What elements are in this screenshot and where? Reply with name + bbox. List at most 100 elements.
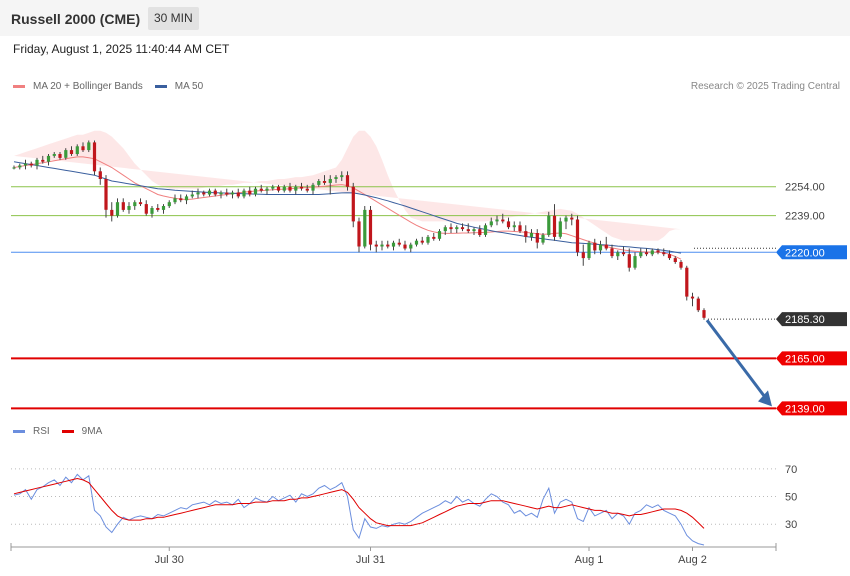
arrow-shaft xyxy=(705,319,768,400)
candle-body xyxy=(311,184,315,191)
legend-item-ma20: MA 20 + Bollinger Bands xyxy=(13,81,143,92)
candle-body xyxy=(386,244,390,247)
candle-body xyxy=(81,146,85,151)
level-label-2: 2220.00 xyxy=(785,247,825,259)
candle-body xyxy=(202,192,206,195)
candle-body xyxy=(98,171,102,179)
candle-body xyxy=(466,229,470,232)
candle-body xyxy=(150,208,154,214)
candle-body xyxy=(225,192,229,195)
candle-body xyxy=(328,179,332,183)
x-tick-label: Jul 31 xyxy=(356,554,385,566)
timeframe-button[interactable]: 30 MIN xyxy=(148,7,199,30)
candle-body xyxy=(271,186,275,189)
rsi-tick-label-1: 50 xyxy=(785,492,797,504)
candle-body xyxy=(75,146,79,154)
level-tag-3 xyxy=(776,312,847,327)
candle-body xyxy=(667,254,672,259)
candle-body xyxy=(587,242,591,259)
level-label-3: 2185.30 xyxy=(785,314,825,326)
candle-body xyxy=(52,154,56,156)
legend-swatch-ma20 xyxy=(13,85,25,88)
candle-body xyxy=(156,208,160,210)
candle-body xyxy=(380,244,384,247)
candle-body xyxy=(581,252,585,259)
candle-body xyxy=(702,310,706,318)
candle-body xyxy=(437,231,442,239)
candle-body xyxy=(294,186,298,191)
candle-body xyxy=(547,215,551,235)
legend-swatch-rsi xyxy=(13,430,25,433)
candle-body xyxy=(242,190,246,197)
x-tick-label: Aug 1 xyxy=(575,554,604,566)
chart-title: Russell 2000 (CME) xyxy=(11,11,141,27)
x-tick-label: Aug 2 xyxy=(678,554,707,566)
candle-body xyxy=(690,296,695,299)
candle-body xyxy=(673,258,677,262)
candle-body xyxy=(627,254,631,268)
candle-body xyxy=(29,163,33,166)
candle-body xyxy=(575,219,580,253)
level-label-5: 2139.00 xyxy=(785,403,825,415)
candle-body xyxy=(391,242,396,247)
candle-body xyxy=(322,181,327,183)
candle-body xyxy=(489,221,493,226)
credit-label: Research © 2025 Trading Central xyxy=(690,81,840,92)
candle-body xyxy=(87,142,91,151)
candle-body xyxy=(432,236,436,239)
candle-body xyxy=(288,186,292,191)
candle-body xyxy=(138,202,143,205)
candle-body xyxy=(144,204,148,214)
candle-body xyxy=(639,252,643,257)
candle-body xyxy=(161,206,166,210)
legend-label-9ma: 9MA xyxy=(81,426,103,437)
candle-body xyxy=(41,159,45,162)
candle-body xyxy=(259,188,263,191)
candle-body xyxy=(334,177,338,179)
datetime-label: Friday, August 1, 2025 11:40:44 AM CET xyxy=(13,42,230,56)
candle-body xyxy=(478,229,482,235)
candle-body xyxy=(397,242,401,245)
header-bar: Russell 2000 (CME) 30 MIN xyxy=(0,0,850,36)
candle-body xyxy=(190,194,194,197)
rsi-9ma-line xyxy=(13,477,705,529)
candle-body xyxy=(598,244,603,251)
level-label-4: 2165.00 xyxy=(785,353,825,365)
candle-body xyxy=(472,229,476,232)
level-lines: 2254.00 2239.00 2220.00 2185.30 2165.00 2139.… xyxy=(11,182,847,416)
level-label-0: 2254.00 xyxy=(785,182,825,194)
candle-body xyxy=(403,244,407,249)
candle-body xyxy=(460,227,465,230)
candle-body xyxy=(69,150,74,154)
rsi-tick-label-2: 30 xyxy=(785,519,797,531)
legend-item-rsi: RSI xyxy=(13,426,50,437)
candle-body xyxy=(443,227,447,232)
candle-body xyxy=(604,244,608,249)
candles xyxy=(12,140,706,320)
candle-body xyxy=(593,242,597,251)
candle-body xyxy=(656,250,660,253)
candle-body xyxy=(121,202,125,210)
candle-body xyxy=(621,252,626,255)
level-tag-4 xyxy=(776,351,847,366)
candle-body xyxy=(58,154,62,158)
rsi-tick-label-0: 70 xyxy=(785,464,797,476)
candle-body xyxy=(179,198,183,201)
legend-item-ma50: MA 50 xyxy=(154,81,203,92)
level-tag-2 xyxy=(776,245,847,260)
candle-body xyxy=(357,221,361,247)
candle-body xyxy=(449,227,453,230)
candle-body xyxy=(110,209,114,216)
candle-body xyxy=(127,206,131,210)
candle-body xyxy=(299,186,304,189)
legend-swatch-ma50 xyxy=(154,85,167,88)
candle-body xyxy=(253,188,258,195)
candle-body xyxy=(512,225,516,228)
candle-body xyxy=(64,150,68,158)
candle-body xyxy=(230,192,235,195)
candle-body xyxy=(650,250,654,255)
candle-body xyxy=(248,190,252,195)
level-tag-5 xyxy=(776,401,847,416)
candle-body xyxy=(644,252,649,255)
